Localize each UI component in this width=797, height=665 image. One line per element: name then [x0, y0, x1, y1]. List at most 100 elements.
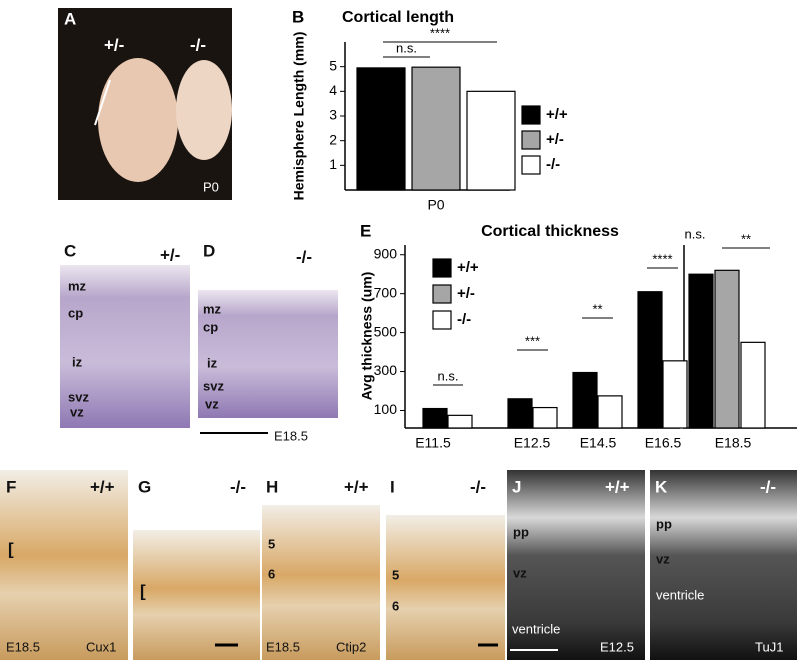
significance-label: n.s. — [396, 40, 417, 55]
label: vz — [513, 565, 527, 580]
bar — [688, 273, 714, 429]
legend-label: +/+ — [546, 106, 568, 123]
label: -/- — [296, 247, 312, 266]
label: 6 — [392, 598, 399, 613]
label: -/- — [470, 477, 486, 496]
bar — [422, 407, 448, 429]
y-tick-label: 500 — [374, 323, 398, 339]
label: -/- — [760, 477, 776, 496]
label: mz — [68, 278, 87, 293]
legend-swatch — [432, 310, 452, 330]
photo — [507, 470, 645, 660]
panel-letter: I — [390, 477, 395, 496]
label: Cux1 — [86, 639, 116, 654]
y-tick-label: 100 — [374, 401, 398, 417]
panel-i: I -/- 5 6 — [386, 477, 505, 660]
label: E18.5 — [266, 639, 300, 654]
label: cp — [203, 319, 218, 334]
photo — [386, 515, 505, 660]
bar — [466, 90, 516, 191]
significance-label: **** — [430, 25, 450, 40]
label: pp — [513, 524, 529, 539]
legend-label: +/- — [457, 285, 475, 302]
y-tick-label: 900 — [374, 245, 398, 261]
legend-swatch — [521, 105, 541, 125]
label: vz — [656, 551, 670, 566]
panel-letter: B — [292, 7, 304, 26]
photo — [198, 290, 338, 418]
panel-letter: E — [360, 221, 371, 240]
legend-label: -/- — [546, 156, 560, 173]
label: [ — [140, 581, 146, 600]
legend-swatch — [521, 130, 541, 150]
y-tick-label: 3 — [329, 107, 337, 123]
brain — [98, 58, 178, 182]
label: +/+ — [90, 477, 115, 496]
label: 5 — [268, 536, 275, 551]
bar — [714, 269, 740, 429]
panel-h: H +/+ 5 6 E18.5 Ctip2 — [262, 477, 380, 660]
significance-label: n.s. — [438, 368, 459, 383]
legend-label: +/+ — [457, 259, 479, 276]
x-tick-label: E11.5 — [415, 435, 451, 451]
y-axis-label: Hemisphere Length (mm) — [291, 32, 307, 201]
panel-letter: C — [64, 241, 76, 260]
bar — [740, 341, 766, 429]
label: -/- — [230, 477, 246, 496]
significance-label: ** — [592, 301, 602, 316]
x-tick-label: E18.5 — [715, 435, 752, 451]
label: svz — [203, 378, 224, 393]
bar — [447, 414, 473, 429]
x-tick-label: E14.5 — [580, 435, 617, 451]
photo — [133, 530, 260, 660]
label: +/+ — [605, 477, 630, 496]
bar — [597, 395, 623, 429]
panel-letter: D — [203, 241, 215, 260]
label: [ — [8, 539, 14, 558]
axis-break — [680, 243, 683, 434]
x-tick-label: E12.5 — [514, 435, 551, 451]
label: Ctip2 — [336, 639, 366, 654]
panel-letter: K — [655, 477, 668, 496]
bar — [532, 406, 558, 429]
bar — [411, 66, 461, 191]
label: mz — [203, 301, 222, 316]
y-axis-label: Avg thickness (um) — [359, 272, 375, 401]
significance-label: n.s. — [685, 226, 706, 241]
label: TuJ1 — [755, 639, 783, 654]
legend-swatch — [521, 155, 541, 175]
panel-letter: G — [138, 477, 151, 496]
label: svz — [68, 389, 89, 404]
panel-d: D -/- mz cp iz svz vz E18.5 — [198, 241, 338, 443]
panel-letter: J — [512, 477, 521, 496]
bar — [662, 360, 688, 429]
y-tick-label: 4 — [329, 82, 337, 98]
label: E18.5 — [6, 639, 40, 654]
bar — [507, 398, 533, 429]
label: vz — [70, 404, 84, 419]
bar — [572, 371, 598, 429]
y-tick-label: 300 — [374, 362, 398, 378]
legend-swatch — [432, 284, 452, 304]
legend-swatch — [432, 258, 452, 278]
arrow — [94, 79, 111, 126]
label: 5 — [392, 567, 399, 582]
label: +/- — [160, 245, 180, 264]
label: +/+ — [344, 477, 369, 496]
panel-c: C +/- mz cp iz svz vz — [60, 241, 190, 428]
label: E18.5 — [274, 428, 308, 443]
y-tick-label: 5 — [329, 57, 337, 73]
legend-label: -/- — [457, 311, 471, 328]
label: ventricle — [512, 621, 560, 636]
label: iz — [207, 355, 218, 370]
panel-f: F +/+ [ E18.5 Cux1 — [0, 470, 128, 660]
chart-title: Cortical thickness — [481, 223, 619, 240]
photo — [650, 470, 797, 660]
bar — [356, 67, 406, 191]
panel-letter: A — [64, 9, 76, 28]
label: P0 — [203, 179, 219, 194]
photo — [262, 505, 380, 660]
photo — [60, 265, 190, 428]
y-tick-label: 1 — [329, 156, 337, 172]
